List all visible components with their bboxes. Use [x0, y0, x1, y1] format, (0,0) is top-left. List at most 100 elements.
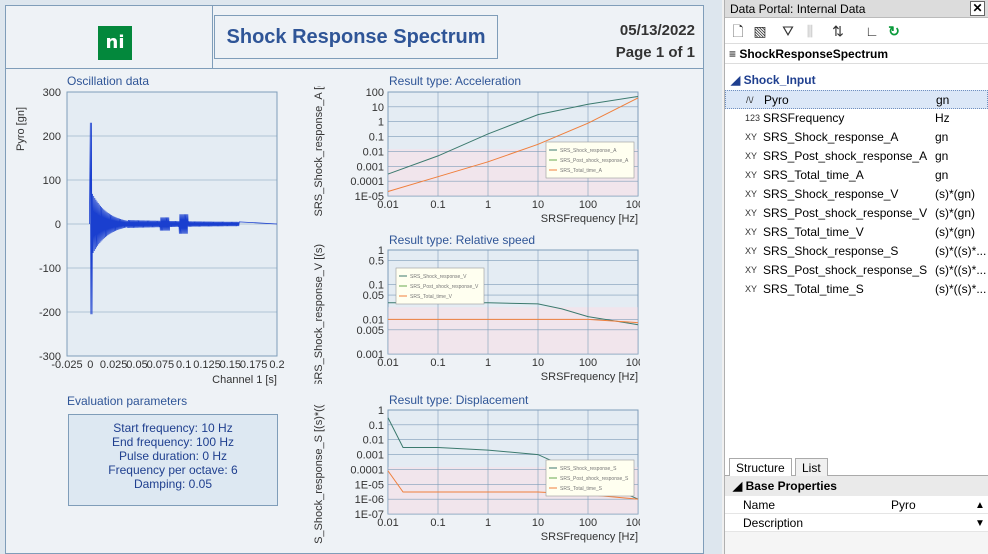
xy-channel-icon: XY [745, 189, 758, 199]
channel-name: SRS_Shock_response_A [763, 130, 899, 144]
channel-row[interactable]: XY SRS_Total_time_A gn [725, 166, 988, 185]
data-portal-titlebar: Data Portal: Internal Data ✕ [725, 0, 988, 18]
eval-damping: Damping: 0.05 [133, 477, 213, 491]
x-tick-label: 0.075 [147, 359, 175, 371]
y-tick-label: 0.1 [369, 132, 384, 144]
plot-band [388, 307, 638, 354]
filter-icon[interactable]: ⛛ [782, 23, 794, 39]
property-row-description[interactable]: Description [725, 514, 988, 532]
evaluation-parameters-box: Start frequency: 10 Hz End frequency: 10… [68, 414, 278, 506]
channel-row[interactable]: XY SRS_Total_time_S (s)*((s)*... [725, 280, 988, 299]
columns-icon[interactable]: ⫼ [806, 23, 814, 39]
x-tick-label: 0.175 [240, 359, 268, 371]
header-logo-cell [6, 6, 213, 68]
delete-data-icon[interactable]: ▧ [753, 23, 767, 39]
channel-unit: (s)*((s)*... [935, 282, 987, 296]
displacement-title: Result type: Displacement [389, 393, 529, 407]
channel-row[interactable]: /\/ Pyro gn [725, 90, 988, 109]
x-axis-label: SRSFrequency [Hz] [541, 213, 638, 225]
report-date: 05/13/2022 [619, 22, 695, 39]
tab-list[interactable]: List [795, 458, 828, 476]
legend-entry: SRS_Shock_response_S [560, 466, 617, 472]
waveform-icon: /\/ [746, 95, 754, 105]
y-tick-label: 0.001 [356, 349, 384, 361]
y-tick-label: 0.1 [369, 280, 384, 292]
xy-channel-icon: XY [745, 227, 758, 237]
channel-row[interactable]: XY SRS_Post_shock_response_V (s)*(gn) [725, 204, 988, 223]
refresh-icon[interactable]: ↻ [888, 23, 900, 39]
scroll-down-icon[interactable]: ▼ [975, 518, 985, 529]
xy-channel-icon: XY [745, 132, 758, 142]
channel-row[interactable]: XY SRS_Post_shock_response_S (s)*((s)*... [725, 261, 988, 280]
report-page-number: Page 1 of 1 [615, 44, 695, 61]
x-tick-label: 0.1 [430, 199, 445, 211]
x-tick-label: 100 [579, 357, 597, 369]
scroll-up-icon[interactable]: ▲ [975, 500, 985, 511]
y-axis-label: SRS_Shock_response_V [(s)*(gn)] [313, 244, 325, 384]
data-portal-panel: Data Portal: Internal Data ✕ 🗋 ▧ ⛛ ⫼ ⇅ ∟… [724, 0, 988, 554]
x-tick-label: 1 [485, 357, 491, 369]
channel-name: SRSFrequency [763, 111, 845, 125]
legend-entry: SRS_Post_shock_response_A [560, 158, 629, 164]
properties-panel: ◢ Base Properties Name Pyro Description … [725, 476, 988, 554]
group-node-shock-input[interactable]: ◢ Shock_Input [731, 73, 816, 87]
eval-end-frequency: End frequency: 100 Hz [111, 435, 235, 449]
sort-icon[interactable]: ⇅ [832, 23, 844, 39]
root-node[interactable]: ≡ ShockResponseSpectrum [725, 44, 988, 64]
y-tick-label: 0.001 [356, 161, 384, 173]
y-tick-label: 1E-06 [355, 494, 384, 506]
channel-list: /\/ Pyro gn 123 SRSFrequency Hz XY SRS_Shock_re… [725, 90, 988, 299]
base-properties-header[interactable]: ◢ Base Properties [725, 476, 988, 496]
header-divider [6, 68, 703, 69]
y-tick-label: -300 [39, 351, 61, 363]
x-tick-label: 0.05 [126, 359, 147, 371]
axis-icon[interactable]: ∟ [865, 23, 879, 39]
x-tick-label: 10 [532, 517, 544, 529]
eval-pulse-duration: Pulse duration: 0 Hz [118, 449, 228, 463]
close-icon[interactable]: ✕ [970, 1, 985, 16]
tab-structure[interactable]: Structure [729, 458, 792, 476]
channel-unit: Hz [935, 111, 950, 125]
x-tick-label: 100 [579, 517, 597, 529]
eval-frequency-per-octave: Frequency per octave: 6 [108, 463, 238, 477]
channel-name: SRS_Post_shock_response_S [763, 263, 928, 277]
channel-row[interactable]: XY SRS_Shock_response_A gn [725, 128, 988, 147]
legend-entry: SRS_Total_time_S [560, 486, 603, 492]
y-tick-label: 1 [378, 245, 384, 257]
x-axis-label: Channel 1 [s] [212, 374, 277, 386]
speed-title: Result type: Relative speed [389, 233, 536, 247]
channel-row[interactable]: XY SRS_Total_time_V (s)*(gn) [725, 223, 988, 242]
channel-unit: gn [936, 93, 950, 107]
x-tick-label: 1 [485, 517, 491, 529]
channel-row[interactable]: XY SRS_Shock_response_V (s)*(gn) [725, 185, 988, 204]
property-row-name[interactable]: Name Pyro [725, 496, 988, 514]
channel-name: SRS_Total_time_A [763, 168, 864, 182]
y-tick-label: 10 [372, 102, 384, 114]
series-line [387, 97, 639, 193]
channel-row[interactable]: XY SRS_Post_shock_response_A gn [725, 147, 988, 166]
channel-unit: (s)*(gn) [935, 206, 976, 220]
channel-row[interactable]: 123 SRSFrequency Hz [725, 109, 988, 128]
y-axis-label: Pyro [gn] [15, 107, 27, 151]
x-tick-label: 0 [87, 359, 93, 371]
channel-row[interactable]: XY SRS_Shock_response_S (s)*((s)*... [725, 242, 988, 261]
channel-name: SRS_Total_time_V [763, 225, 864, 239]
x-tick-label: 10 [532, 357, 544, 369]
legend-entry: SRS_Shock_response_A [560, 148, 617, 154]
new-file-icon[interactable]: 🗋 [732, 23, 744, 39]
channel-name: SRS_Total_time_S [763, 282, 864, 296]
legend-box [545, 141, 635, 179]
x-tick-label: 0.1 [176, 359, 191, 371]
y-tick-label: 0.01 [363, 146, 384, 158]
portal-toolbar: 🗋 ▧ ⛛ ⫼ ⇅ ∟ ↻ [725, 18, 988, 44]
legend-entry: SRS_Total_time_A [560, 168, 603, 174]
channel-name: SRS_Post_shock_response_V [763, 206, 928, 220]
xy-channel-icon: XY [745, 170, 758, 180]
series-line [388, 318, 639, 324]
series-line-pyro [89, 122, 278, 315]
ni-logo: ni [98, 26, 132, 60]
oscillation-title: Oscillation data [67, 74, 150, 88]
